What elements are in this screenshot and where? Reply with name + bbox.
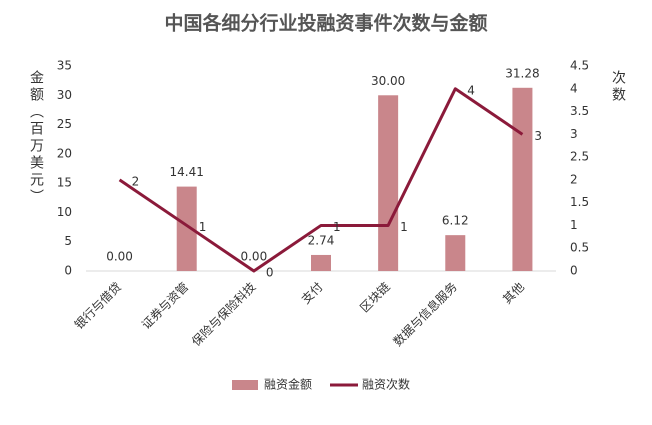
y-tick-label: 20: [57, 146, 72, 160]
legend-swatch: [232, 380, 258, 390]
line-value-label: 1: [400, 220, 408, 234]
legend-label: 融资次数: [362, 377, 410, 392]
bar-value-label: 0.00: [240, 250, 267, 264]
y-tick-label: 10: [57, 205, 72, 219]
y-tick-label: 35: [57, 59, 72, 73]
y-tick-label: 0: [64, 264, 72, 278]
bar: [378, 95, 399, 272]
y2-tick-label: 3: [570, 127, 578, 141]
bar: [176, 186, 197, 271]
chart-title: 中国各细分行业投融资事件次数与金额: [164, 12, 487, 35]
line-value-label: 2: [132, 174, 140, 188]
line-series: [118, 87, 524, 273]
x-tick-label: 支付: [299, 280, 326, 307]
line-value-label: 1: [333, 220, 341, 234]
y2-tick-label: 2: [570, 172, 578, 186]
x-tick-label: 保险与保险科技: [188, 279, 258, 349]
y2-tick-label: 1.5: [570, 195, 589, 209]
bar-value-label: 0.00: [106, 250, 133, 264]
x-tick-label: 数据与信息服务: [390, 279, 460, 349]
bar-value-label: 6.12: [442, 214, 469, 228]
legend-label: 融资金额: [264, 377, 312, 392]
y-tick-label: 25: [57, 117, 72, 131]
line-value-label: 0: [266, 266, 274, 280]
y2-tick-label: 1: [570, 218, 578, 232]
bar: [512, 87, 533, 271]
bar-value-label: 30.00: [371, 74, 405, 88]
bar-value-label: 2.74: [308, 233, 335, 247]
y2-tick-label: 4.5: [570, 59, 589, 73]
y-tick-label: 5: [64, 234, 72, 248]
bar: [311, 254, 331, 271]
bar-value-label: 14.41: [170, 165, 204, 179]
line-value-label: 4: [467, 83, 475, 97]
y2-tick-label: 0.5: [570, 241, 589, 255]
line-value-label: 1: [199, 220, 207, 234]
y2-tick-label: 4: [570, 81, 578, 95]
x-tick-label: 证券与资管: [138, 279, 191, 332]
y-tick-label: 30: [57, 88, 72, 102]
y2-tick-label: 2.5: [570, 150, 589, 164]
y2-axis-label: 次数: [610, 70, 626, 104]
line-value-label: 3: [534, 129, 542, 143]
y2-tick-label: 0: [570, 264, 578, 278]
x-tick-label: 银行与借贷: [72, 280, 124, 332]
x-tick-label: 其他: [500, 280, 527, 307]
bar: [445, 235, 466, 271]
bar-value-label: 31.28: [505, 66, 539, 80]
x-tick-label: 区块链: [357, 279, 393, 315]
y-axis-label: 金额（百万美元）: [28, 70, 44, 206]
y2-tick-label: 3.5: [570, 104, 589, 118]
y-tick-label: 15: [57, 176, 72, 190]
